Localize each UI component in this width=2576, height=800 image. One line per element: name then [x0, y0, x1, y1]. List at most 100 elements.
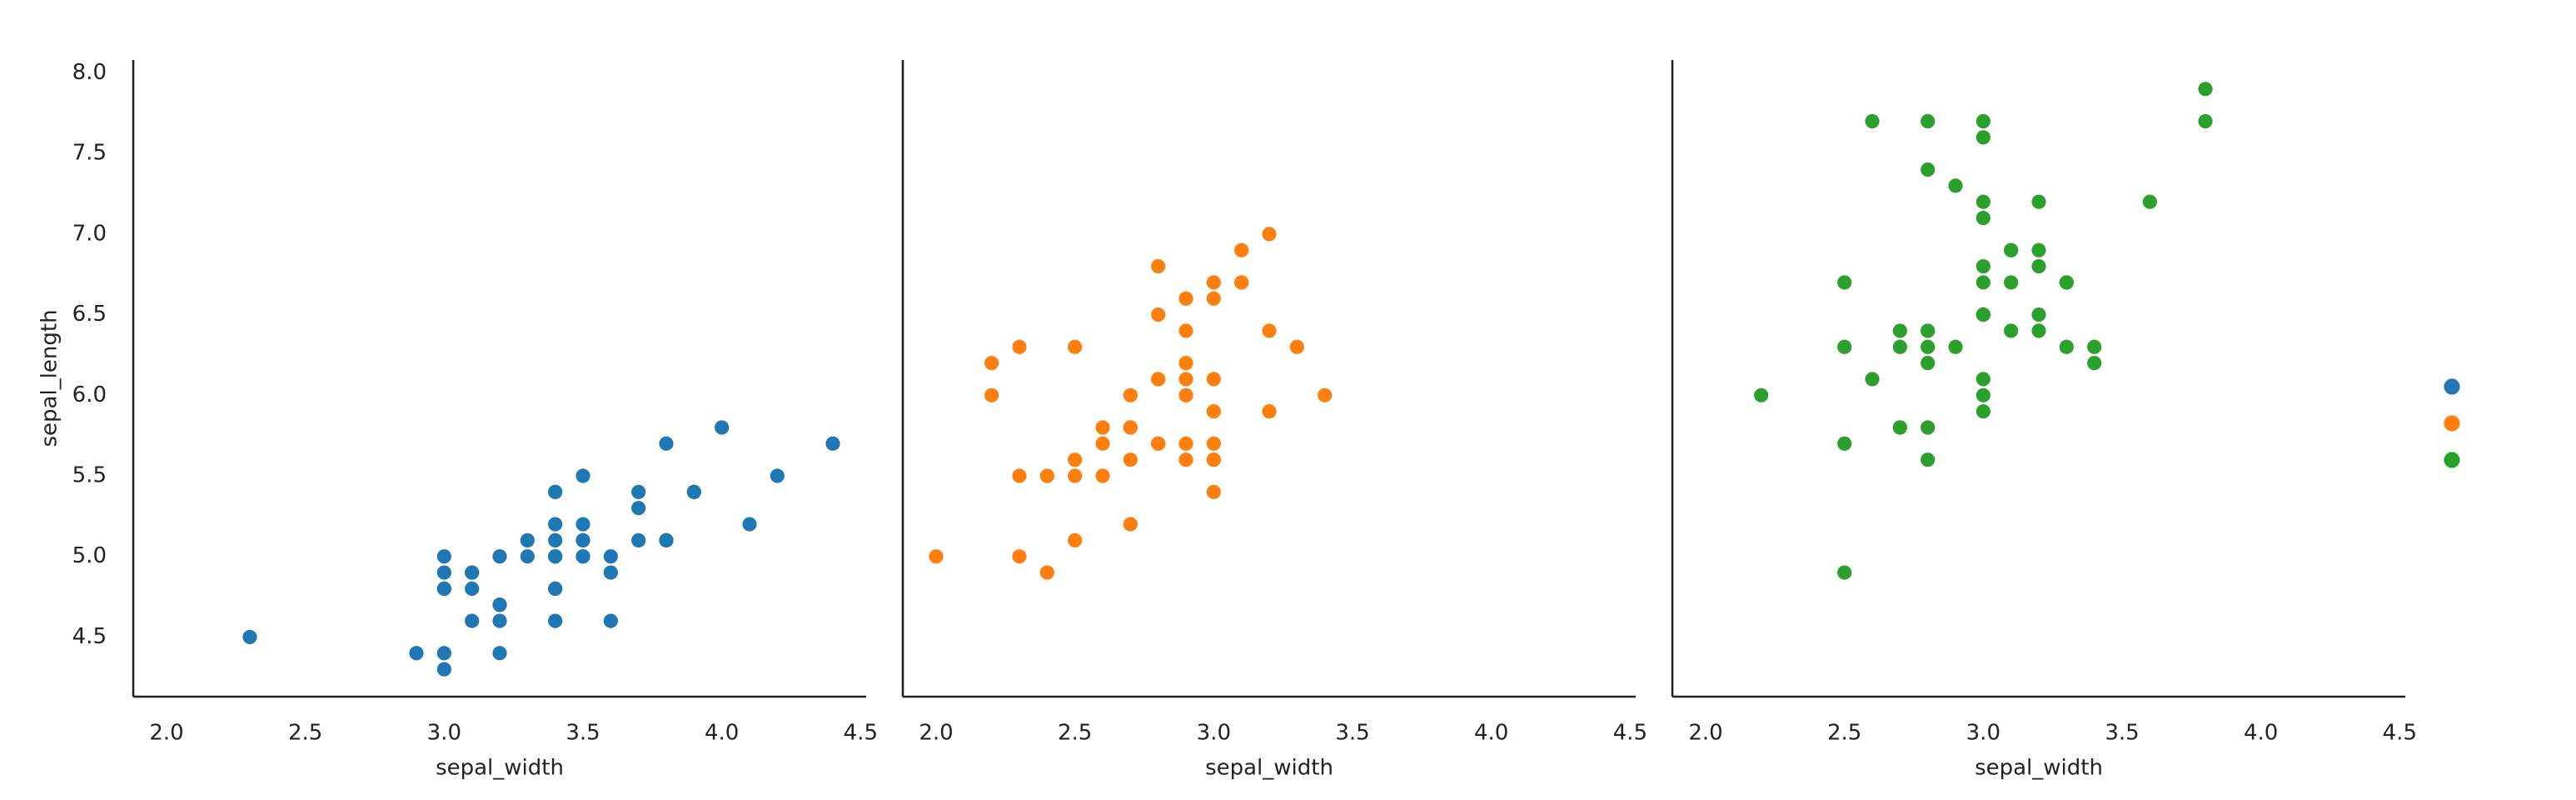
point: [1921, 323, 1936, 338]
point: [1012, 549, 1027, 564]
x-tick-label: 4.5: [2383, 721, 2417, 746]
point: [2087, 356, 2102, 371]
point: [1921, 162, 1936, 178]
point: [1921, 420, 1936, 435]
legend-marker: [2444, 452, 2460, 468]
x-tick-label: 3.0: [427, 721, 461, 746]
point: [1921, 452, 1936, 468]
y-tick-label: 8.0: [72, 60, 107, 85]
point: [520, 549, 535, 564]
x-tick-label: 3.5: [1335, 721, 1369, 746]
x-tick-label: 4.0: [2244, 721, 2278, 746]
point: [1206, 404, 1221, 419]
x-axis-label: sepal_width: [1205, 756, 1333, 781]
point: [686, 484, 701, 499]
point: [2031, 242, 2046, 258]
point: [436, 565, 451, 580]
point: [1178, 388, 1193, 402]
point: [1234, 275, 1249, 290]
point: [548, 549, 563, 564]
point: [1123, 420, 1138, 435]
point: [492, 613, 507, 628]
point: [603, 565, 618, 580]
y-tick-label: 5.5: [72, 463, 107, 488]
point: [1837, 565, 1852, 580]
point: [1976, 194, 1991, 209]
y-tick-label: 6.0: [72, 382, 107, 408]
x-tick-label: 2.5: [1058, 721, 1092, 746]
point: [492, 646, 507, 661]
point: [659, 436, 674, 451]
point: [1206, 452, 1221, 468]
point: [1948, 178, 1963, 193]
point: [631, 484, 646, 499]
y-tick-label: 5.0: [72, 543, 107, 568]
point: [575, 468, 590, 483]
point: [631, 532, 646, 548]
point: [1865, 113, 1880, 129]
point: [575, 549, 590, 564]
point: [1206, 291, 1221, 306]
point: [548, 613, 563, 628]
point: [1892, 323, 1907, 338]
point: [1921, 339, 1936, 354]
point: [465, 613, 480, 628]
point: [1892, 339, 1907, 354]
point: [1178, 323, 1193, 338]
point: [242, 629, 257, 645]
point: [465, 565, 480, 580]
point: [1921, 356, 1936, 371]
point: [715, 420, 730, 435]
point: [575, 517, 590, 532]
point: [548, 581, 563, 597]
point: [1921, 113, 1936, 129]
point: [1754, 388, 1769, 402]
point: [1262, 227, 1277, 242]
point: [1123, 388, 1138, 402]
point: [1837, 275, 1852, 290]
point: [2198, 113, 2213, 129]
point: [1178, 372, 1193, 387]
point: [1976, 275, 1991, 290]
point: [436, 662, 451, 677]
point: [1976, 372, 1991, 387]
point: [1123, 517, 1138, 532]
point: [1068, 339, 1083, 354]
point: [1262, 404, 1277, 419]
point: [631, 501, 646, 516]
point: [770, 468, 785, 483]
y-tick-label: 4.5: [72, 624, 107, 649]
x-tick-label: 2.5: [288, 721, 322, 746]
point: [1151, 436, 1166, 451]
x-tick-label: 3.0: [1197, 721, 1231, 746]
point: [2031, 323, 2046, 338]
x-tick-label: 4.5: [1613, 721, 1647, 746]
x-tick-label: 4.0: [1474, 721, 1508, 746]
point: [929, 549, 944, 564]
x-tick-label: 3.5: [566, 721, 600, 746]
x-tick-label: 2.0: [1688, 721, 1722, 746]
point: [1039, 468, 1054, 483]
point: [1178, 356, 1193, 371]
point: [825, 436, 840, 451]
point: [742, 517, 757, 532]
point: [659, 532, 674, 548]
point: [2004, 275, 2019, 290]
point: [1206, 275, 1221, 290]
point: [984, 356, 999, 371]
point: [2004, 323, 2019, 338]
point: [1865, 372, 1880, 387]
point: [575, 532, 590, 548]
point: [1206, 436, 1221, 451]
point: [548, 532, 563, 548]
point: [2059, 275, 2074, 290]
point: [1151, 308, 1166, 322]
point: [436, 646, 451, 661]
point: [1234, 242, 1249, 258]
x-axis-label: sepal_width: [436, 756, 564, 781]
point: [409, 646, 424, 661]
point: [1095, 420, 1110, 435]
point: [492, 598, 507, 612]
